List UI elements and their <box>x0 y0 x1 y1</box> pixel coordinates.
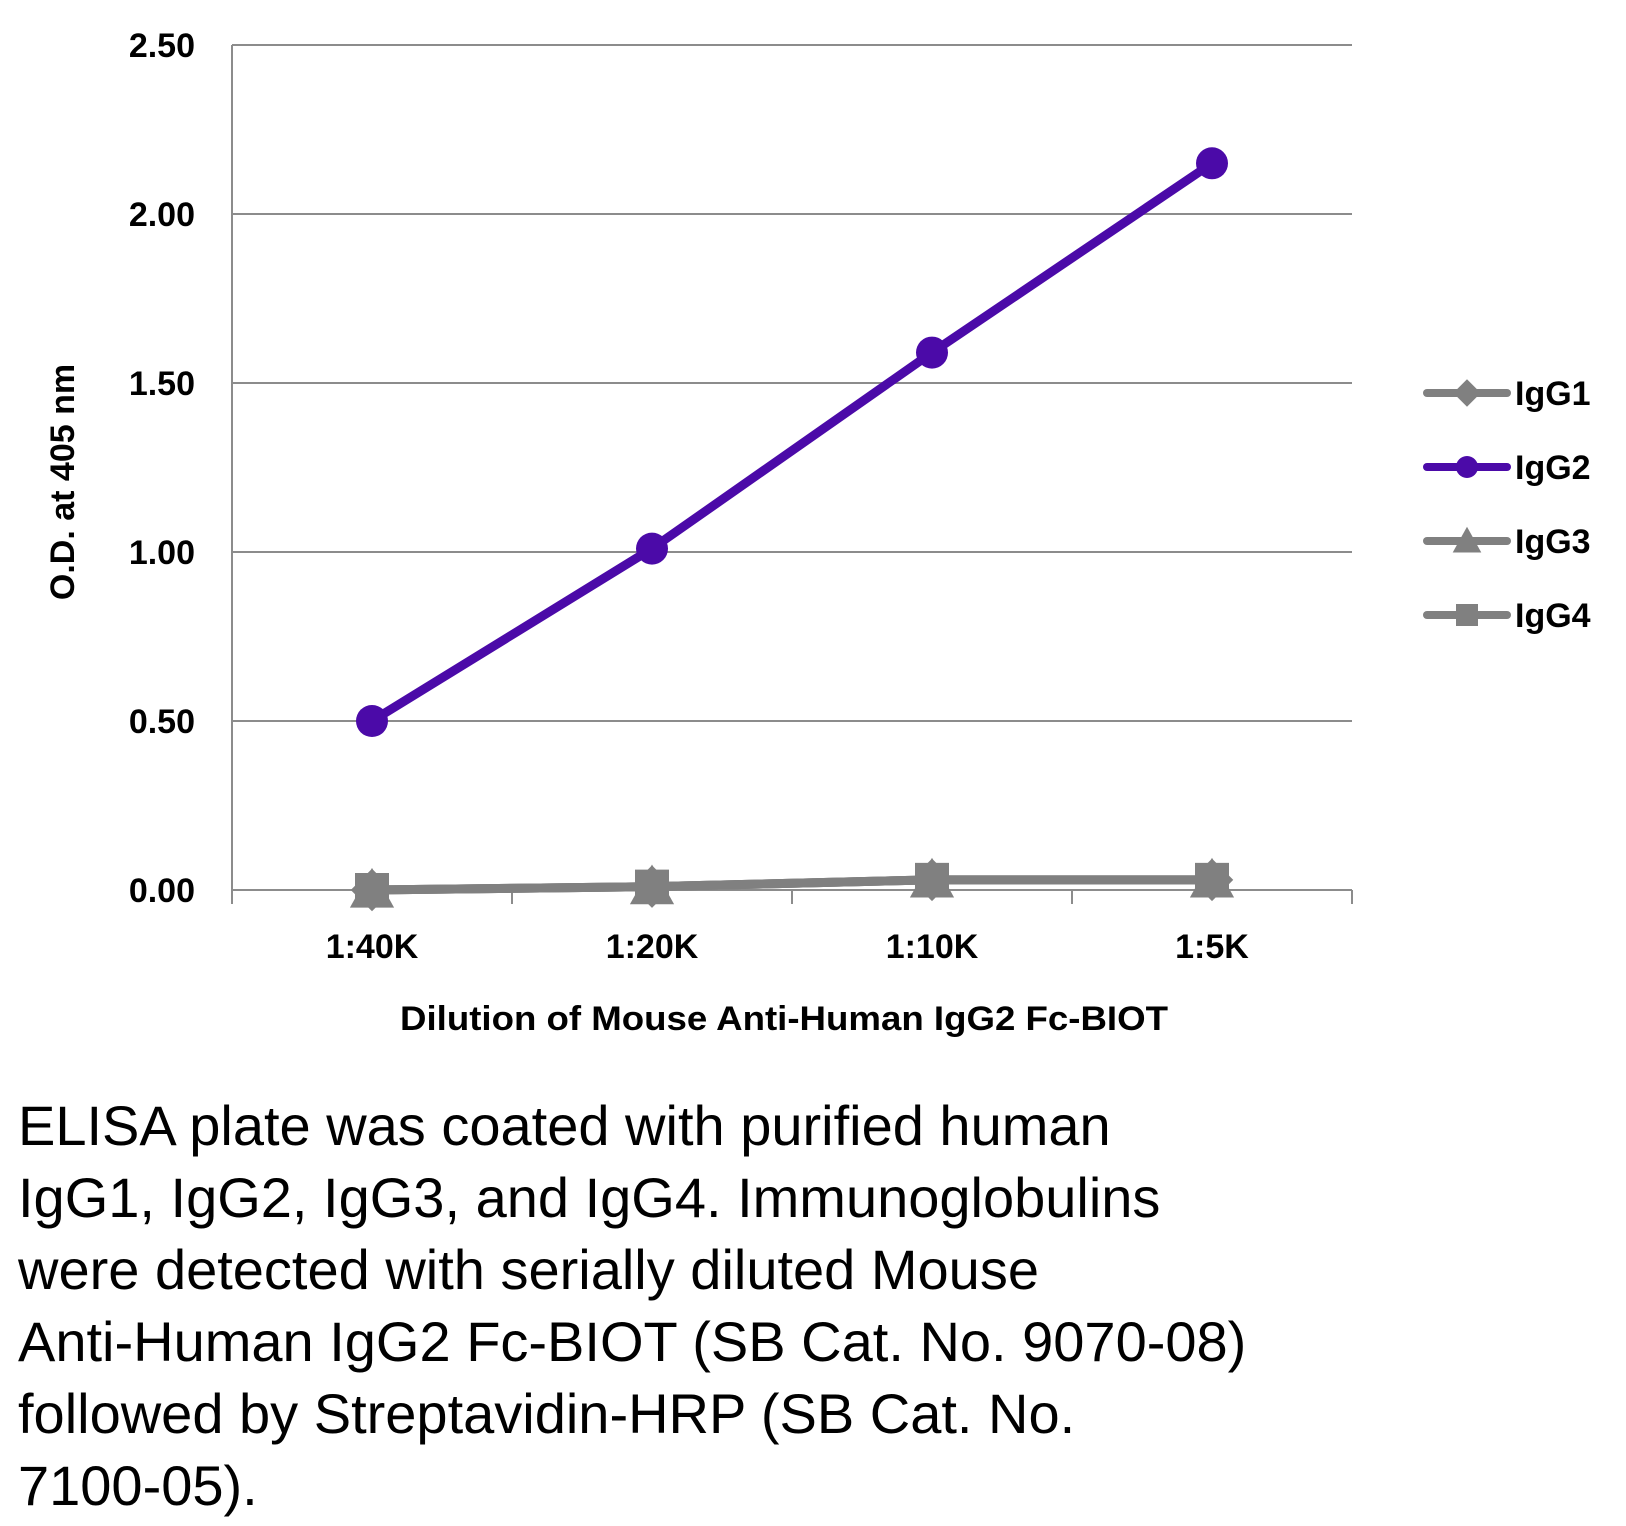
legend-marker <box>1453 379 1481 407</box>
axes: 0.00 0.50 1.00 1.50 2.00 2.50 1:40K 1:20K 1:10K 1… <box>129 27 1353 966</box>
series-igg4 <box>355 862 1229 907</box>
data-point-igg2 <box>636 532 668 565</box>
y-tick-label: 0.00 <box>129 872 195 910</box>
x-tick-label: 1:5K <box>1175 928 1249 966</box>
data-point-igg2 <box>356 705 388 737</box>
x-tick-label: 1:20K <box>606 928 699 966</box>
legend-label: IgG2 <box>1515 449 1591 487</box>
legend-label: IgG1 <box>1515 375 1591 413</box>
series-line-igg2 <box>367 158 1217 726</box>
data-point-igg2 <box>1196 147 1228 180</box>
figure-caption: ELISA plate was coated with purified hum… <box>18 1094 1247 1517</box>
x-axis-title: Dilution of Mouse Anti-Human IgG2 Fc-BIO… <box>400 1000 1168 1038</box>
legend-marker <box>1456 456 1478 478</box>
legend-item-igg4: IgG4 <box>1423 597 1591 635</box>
y-tick-label: 2.00 <box>129 196 195 234</box>
y-axis-title: O.D. at 405 nm <box>44 364 82 600</box>
elisa-line-chart: 0.00 0.50 1.00 1.50 2.00 2.50 1:40K 1:20K 1:10K 1… <box>44 27 1591 1038</box>
legend-marker <box>1456 604 1478 626</box>
data-point-igg4 <box>1195 862 1229 897</box>
legend-label: IgG3 <box>1515 523 1591 561</box>
y-tick-label: 1.50 <box>129 365 195 403</box>
data-point-igg4 <box>355 873 389 907</box>
legend: IgG1 IgG2 IgG3 IgG4 <box>1423 375 1591 635</box>
x-tick-label: 1:40K <box>326 928 419 966</box>
series-line-igg4 <box>367 875 1217 895</box>
legend-item-igg1: IgG1 <box>1423 375 1591 413</box>
data-point-igg4 <box>915 862 949 897</box>
gridlines <box>232 44 1352 722</box>
legend-item-igg3: IgG3 <box>1423 523 1591 561</box>
y-tick-label: 1.00 <box>129 534 195 572</box>
series-igg2 <box>356 147 1228 737</box>
series-layer <box>349 147 1235 912</box>
y-tick-label: 0.50 <box>129 703 195 741</box>
data-point-igg2 <box>916 336 948 369</box>
y-tick-label: 2.50 <box>129 27 195 65</box>
x-tick-label: 1:10K <box>886 928 979 966</box>
legend-label: IgG4 <box>1515 597 1591 635</box>
data-point-igg4 <box>635 869 669 904</box>
legend-marker <box>1452 526 1482 553</box>
legend-item-igg2: IgG2 <box>1423 449 1591 487</box>
